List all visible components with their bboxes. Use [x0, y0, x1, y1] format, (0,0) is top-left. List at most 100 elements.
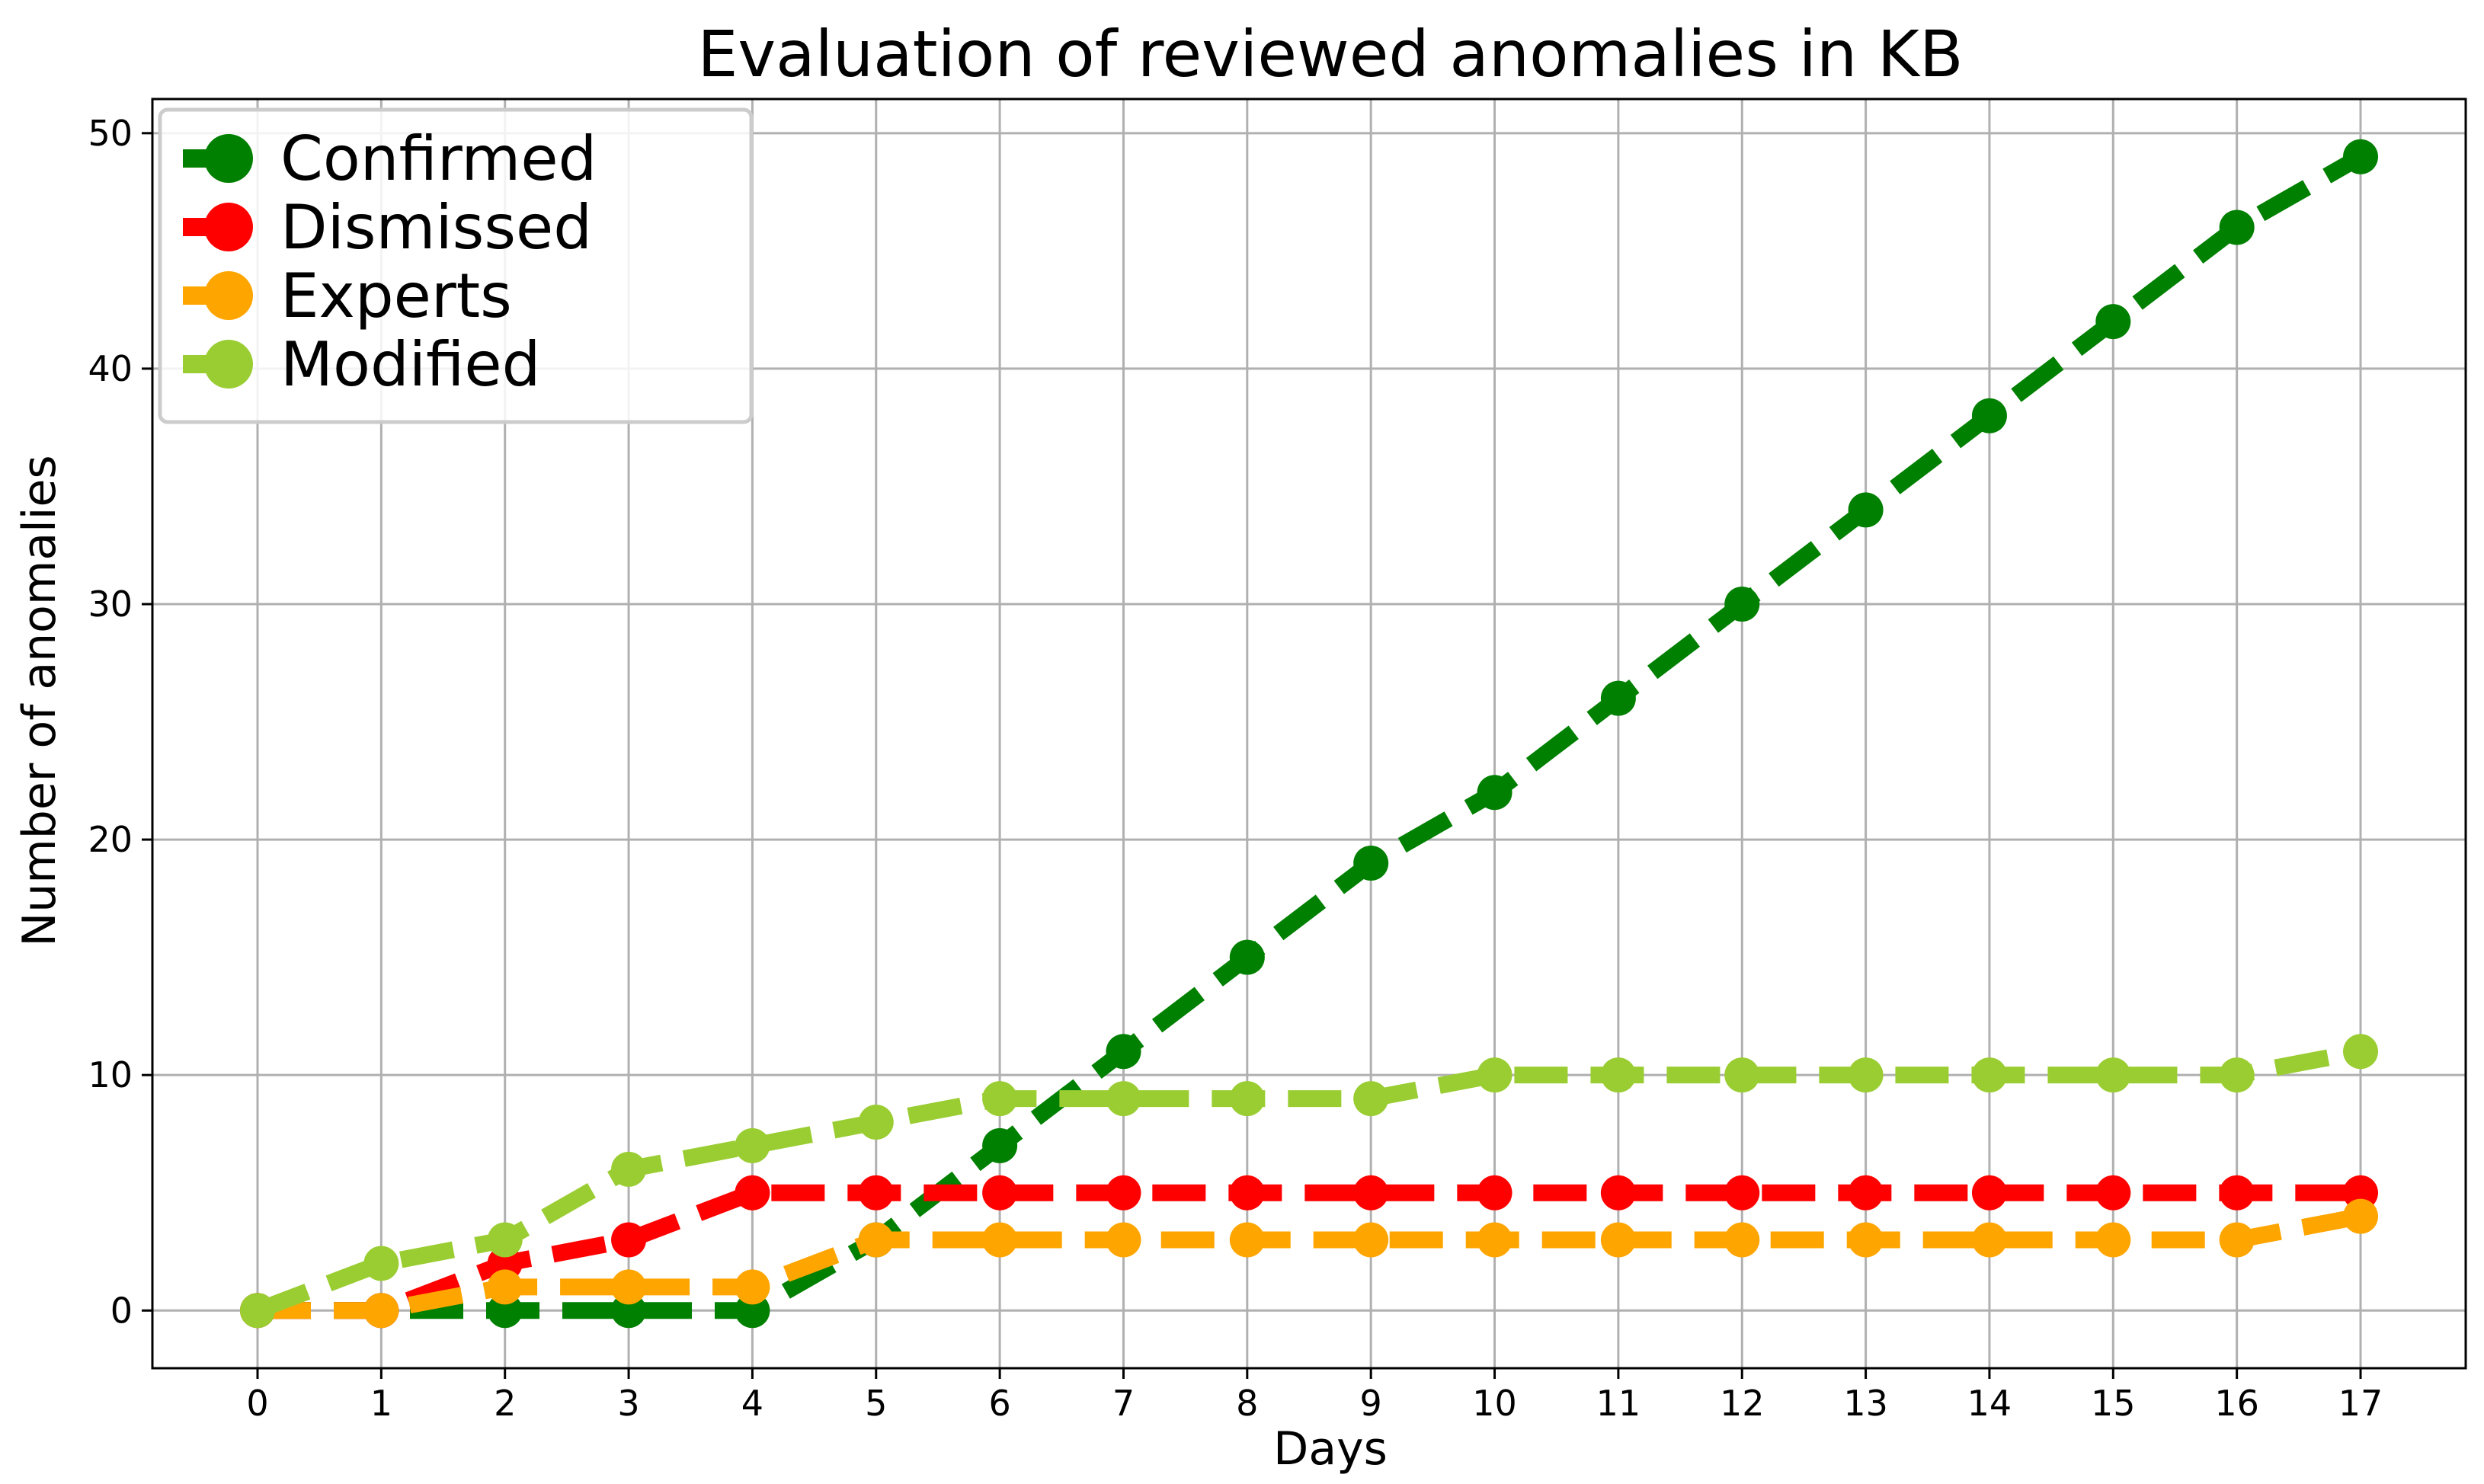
- data-point-dismissed: [1477, 1175, 1512, 1211]
- data-point-confirmed: [1600, 680, 1636, 716]
- series-layer: [240, 139, 2378, 1329]
- legend-label-modified: Modified: [280, 329, 540, 400]
- data-point-modified: [2095, 1057, 2131, 1093]
- y-tick-label: 20: [88, 819, 133, 860]
- grid: [152, 99, 2466, 1368]
- data-point-experts: [858, 1222, 894, 1258]
- x-tick-label: 14: [1967, 1383, 2012, 1424]
- data-point-dismissed: [982, 1175, 1018, 1211]
- data-point-dismissed: [1600, 1175, 1636, 1211]
- data-point-dismissed: [2095, 1175, 2131, 1211]
- y-tick-label: 10: [88, 1054, 133, 1095]
- x-axis-label: Days: [1273, 1422, 1388, 1476]
- series-line-modified: [254, 1043, 2363, 1319]
- x-tick-label: 6: [988, 1383, 1010, 1424]
- series-dismissed: [240, 1175, 2378, 1329]
- data-point-experts: [2095, 1222, 2131, 1258]
- legend-box: [158, 107, 754, 424]
- data-point-confirmed: [1106, 1034, 1141, 1070]
- x-tick-label: 11: [1596, 1383, 1641, 1424]
- data-point-experts: [363, 1293, 399, 1329]
- x-tick-label: 8: [1236, 1383, 1258, 1424]
- data-point-experts: [1600, 1222, 1636, 1258]
- y-tick-label: 30: [88, 584, 133, 625]
- data-point-dismissed: [858, 1175, 894, 1211]
- data-point-modified: [1848, 1057, 1884, 1093]
- y-tick-label: 0: [110, 1290, 133, 1331]
- x-tick-label: 0: [246, 1383, 268, 1424]
- data-point-dismissed: [1106, 1175, 1141, 1211]
- data-point-experts: [735, 1269, 770, 1305]
- data-point-dismissed: [1353, 1175, 1389, 1211]
- data-point-experts: [1477, 1222, 1512, 1258]
- x-tick-label: 7: [1112, 1383, 1135, 1424]
- x-axis-ticks: 0 1 2 3 4 5 6 7 8 9 10 11 12 13 14 15 16 17: [246, 1368, 2383, 1424]
- legend-marker-dismissed: [204, 203, 253, 251]
- data-point-confirmed: [2343, 139, 2378, 174]
- chart-title: Evaluation of reviewed anomalies in KB: [697, 17, 1963, 91]
- data-point-experts: [2343, 1198, 2378, 1234]
- legend-marker-modified: [204, 340, 253, 389]
- data-point-confirmed: [1229, 939, 1265, 975]
- data-point-experts: [1724, 1222, 1760, 1258]
- data-point-experts: [611, 1269, 647, 1305]
- data-point-dismissed: [1229, 1175, 1265, 1211]
- data-point-modified: [1477, 1057, 1512, 1093]
- data-point-dismissed: [735, 1175, 770, 1211]
- data-point-modified: [487, 1222, 523, 1258]
- series-line-confirmed: [258, 149, 2365, 1319]
- series-line-experts: [258, 1207, 2363, 1319]
- data-point-modified: [1106, 1081, 1141, 1117]
- plot-frame: [151, 98, 2467, 1370]
- data-point-experts: [487, 1269, 523, 1305]
- legend-marker-confirmed: [204, 134, 253, 183]
- x-tick-label: 3: [617, 1383, 639, 1424]
- data-point-dismissed: [1848, 1175, 1884, 1211]
- data-point-experts: [982, 1222, 1018, 1258]
- x-tick-label: 16: [2214, 1383, 2259, 1424]
- x-tick-label: 10: [1472, 1383, 1517, 1424]
- data-point-modified: [1724, 1057, 1760, 1093]
- y-tick-label: 50: [88, 113, 133, 154]
- data-point-modified: [2343, 1034, 2378, 1070]
- data-point-confirmed: [1477, 775, 1512, 811]
- series-line-dismissed: [258, 1184, 2361, 1319]
- x-tick-label: 13: [1843, 1383, 1888, 1424]
- y-axis-label: Number of anomalies: [13, 455, 66, 946]
- data-point-modified: [1353, 1081, 1389, 1117]
- data-point-experts: [1106, 1222, 1141, 1258]
- data-point-confirmed: [2095, 304, 2131, 340]
- y-axis-ticks: 0 10 20 30 40 50: [88, 113, 152, 1331]
- data-point-experts: [2219, 1222, 2255, 1258]
- data-point-experts: [1848, 1222, 1884, 1258]
- legend-marker-experts: [204, 271, 253, 320]
- y-tick-label: 40: [88, 348, 133, 389]
- legend-label-experts: Experts: [280, 261, 512, 331]
- data-point-dismissed: [611, 1222, 647, 1258]
- data-point-confirmed: [1724, 587, 1760, 622]
- data-point-modified: [982, 1081, 1018, 1117]
- series-modified: [240, 1034, 2378, 1329]
- data-point-modified: [1971, 1057, 2007, 1093]
- data-point-confirmed: [1353, 846, 1389, 881]
- data-point-modified: [2219, 1057, 2255, 1093]
- x-tick-label: 1: [370, 1383, 392, 1424]
- data-point-modified: [363, 1246, 399, 1281]
- data-point-modified: [858, 1105, 894, 1140]
- x-tick-label: 2: [494, 1383, 516, 1424]
- data-point-confirmed: [1848, 492, 1884, 528]
- data-point-modified: [1600, 1057, 1636, 1093]
- data-point-modified: [611, 1151, 647, 1187]
- x-tick-label: 4: [741, 1383, 763, 1424]
- data-point-experts: [1971, 1222, 2007, 1258]
- data-point-dismissed: [2219, 1175, 2255, 1211]
- x-tick-label: 9: [1360, 1383, 1382, 1424]
- data-point-confirmed: [2219, 209, 2255, 245]
- data-point-confirmed: [982, 1127, 1018, 1163]
- data-point-experts: [1229, 1222, 1265, 1258]
- series-experts: [240, 1198, 2378, 1329]
- legend-label-dismissed: Dismissed: [280, 192, 592, 263]
- x-tick-label: 17: [2338, 1383, 2383, 1424]
- data-point-dismissed: [1724, 1175, 1760, 1211]
